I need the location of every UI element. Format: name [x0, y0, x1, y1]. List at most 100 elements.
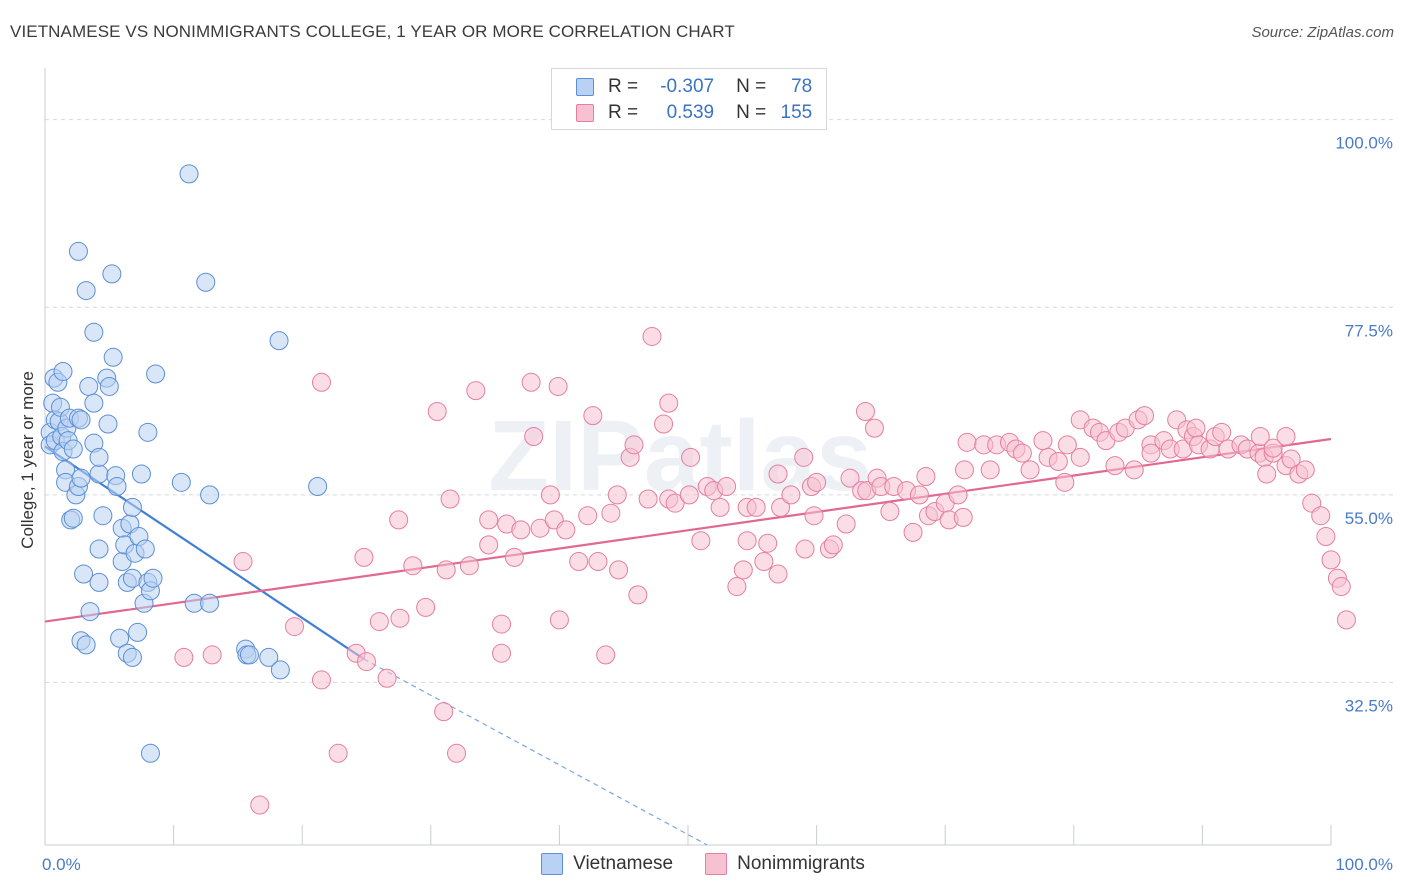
- point-nonimmigrants: [737, 531, 757, 551]
- y-tick-label: 77.5%: [1345, 321, 1393, 340]
- point-nonimmigrants: [492, 614, 512, 634]
- point-nonimmigrants: [1311, 506, 1331, 526]
- point-nonimmigrants: [880, 502, 900, 522]
- point-nonimmigrants: [311, 372, 331, 392]
- legend-item-nonimmigrants: Nonimmigrants: [705, 853, 865, 875]
- point-vietnamese: [84, 322, 104, 342]
- point-vietnamese: [135, 539, 155, 559]
- point-nonimmigrants: [1263, 438, 1283, 458]
- point-nonimmigrants: [377, 668, 397, 688]
- point-nonimmigrants: [1124, 460, 1144, 480]
- point-vietnamese: [76, 281, 96, 301]
- point-nonimmigrants: [794, 447, 814, 467]
- point-nonimmigrants: [466, 381, 486, 401]
- point-vietnamese: [140, 743, 160, 763]
- point-vietnamese: [89, 572, 109, 592]
- point-nonimmigrants: [549, 610, 569, 630]
- point-nonimmigrants: [768, 464, 788, 484]
- point-vietnamese: [102, 264, 122, 284]
- point-nonimmigrants: [427, 401, 447, 421]
- legend-n-value-vietnamese: 78: [791, 76, 813, 97]
- point-nonimmigrants: [1281, 449, 1301, 469]
- point-nonimmigrants: [1048, 452, 1068, 471]
- point-vietnamese: [63, 508, 83, 528]
- point-nonimmigrants: [781, 485, 801, 505]
- point-nonimmigrants: [459, 556, 479, 576]
- point-vietnamese: [200, 593, 220, 613]
- point-nonimmigrants: [284, 617, 304, 637]
- axes: [44, 68, 1332, 846]
- point-nonimmigrants: [638, 489, 658, 509]
- point-nonimmigrants: [795, 539, 815, 559]
- trendline-vietnamese-extension: [363, 658, 708, 846]
- point-nonimmigrants: [855, 401, 875, 421]
- source-label: Source: ZipAtlas.com: [1251, 24, 1394, 41]
- point-nonimmigrants: [665, 493, 685, 513]
- legend-row-nonimmigrants: R = 0.539 N = 155: [576, 101, 812, 125]
- point-nonimmigrants: [1331, 577, 1351, 597]
- point-nonimmigrants: [954, 460, 974, 480]
- point-nonimmigrants: [479, 510, 499, 530]
- y-tick-label: 32.5%: [1345, 696, 1393, 715]
- legend-n-label: N =: [736, 76, 767, 97]
- point-nonimmigrants: [1336, 610, 1356, 630]
- point-nonimmigrants: [548, 376, 568, 396]
- legend-key-vietnamese: [541, 853, 564, 875]
- series-legend: Vietnamese Nonimmigrants: [0, 850, 1406, 878]
- point-nonimmigrants: [948, 485, 968, 505]
- point-vietnamese: [128, 622, 148, 642]
- legend-item-vietnamese: Vietnamese: [541, 853, 673, 875]
- point-nonimmigrants: [823, 535, 843, 555]
- point-nonimmigrants: [369, 612, 389, 632]
- point-nonimmigrants: [174, 647, 194, 667]
- point-nonimmigrants: [556, 520, 576, 540]
- point-nonimmigrants: [492, 643, 512, 663]
- point-vietnamese: [107, 477, 127, 497]
- point-nonimmigrants: [479, 535, 499, 555]
- legend-key-nonimmigrants: [705, 853, 728, 875]
- point-vietnamese: [80, 602, 100, 622]
- point-nonimmigrants: [1012, 443, 1032, 463]
- point-nonimmigrants: [250, 795, 270, 815]
- point-nonimmigrants: [540, 485, 560, 505]
- legend-swatch-nonimmigrants: [576, 104, 594, 122]
- point-nonimmigrants: [588, 552, 608, 572]
- point-nonimmigrants: [511, 520, 531, 540]
- point-nonimmigrants: [754, 552, 774, 572]
- legend-swatch-vietnamese: [576, 78, 594, 96]
- data-points: [40, 164, 1356, 815]
- point-nonimmigrants: [1295, 460, 1315, 480]
- point-nonimmigrants: [746, 497, 766, 517]
- point-nonimmigrants: [1257, 464, 1277, 484]
- point-nonimmigrants: [1020, 460, 1040, 480]
- point-nonimmigrants: [654, 414, 674, 434]
- point-nonimmigrants: [389, 510, 409, 530]
- x-tick-label-max: 100.0%: [1335, 855, 1393, 874]
- point-nonimmigrants: [434, 702, 454, 722]
- point-vietnamese: [103, 347, 123, 367]
- point-vietnamese: [79, 376, 99, 396]
- point-nonimmigrants: [710, 497, 730, 517]
- point-nonimmigrants: [1141, 443, 1161, 463]
- point-nonimmigrants: [727, 577, 747, 597]
- point-vietnamese: [53, 361, 73, 381]
- point-vietnamese: [74, 564, 94, 584]
- point-nonimmigrants: [416, 597, 436, 617]
- point-nonimmigrants: [436, 560, 456, 580]
- point-vietnamese: [259, 647, 279, 667]
- point-nonimmigrants: [569, 552, 589, 572]
- legend-n-label: N =: [736, 102, 767, 123]
- chart-title: VIETNAMESE VS NONIMMIGRANTS COLLEGE, 1 Y…: [10, 22, 735, 41]
- point-vietnamese: [179, 164, 199, 184]
- point-nonimmigrants: [1250, 426, 1270, 446]
- point-nonimmigrants: [679, 485, 699, 505]
- y-tick-label: 100.0%: [1335, 134, 1393, 153]
- legend-row-vietnamese: R = -0.307 N = 78: [576, 75, 812, 99]
- legend-name-nonimmigrants: Nonimmigrants: [737, 853, 865, 874]
- point-vietnamese: [239, 645, 259, 665]
- point-vietnamese: [171, 472, 191, 492]
- point-nonimmigrants: [840, 468, 860, 488]
- point-nonimmigrants: [642, 326, 662, 346]
- point-vietnamese: [122, 497, 142, 517]
